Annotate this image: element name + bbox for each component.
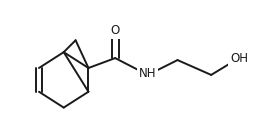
Text: NH: NH bbox=[139, 67, 157, 80]
Text: OH: OH bbox=[230, 52, 248, 65]
Text: O: O bbox=[111, 24, 120, 37]
